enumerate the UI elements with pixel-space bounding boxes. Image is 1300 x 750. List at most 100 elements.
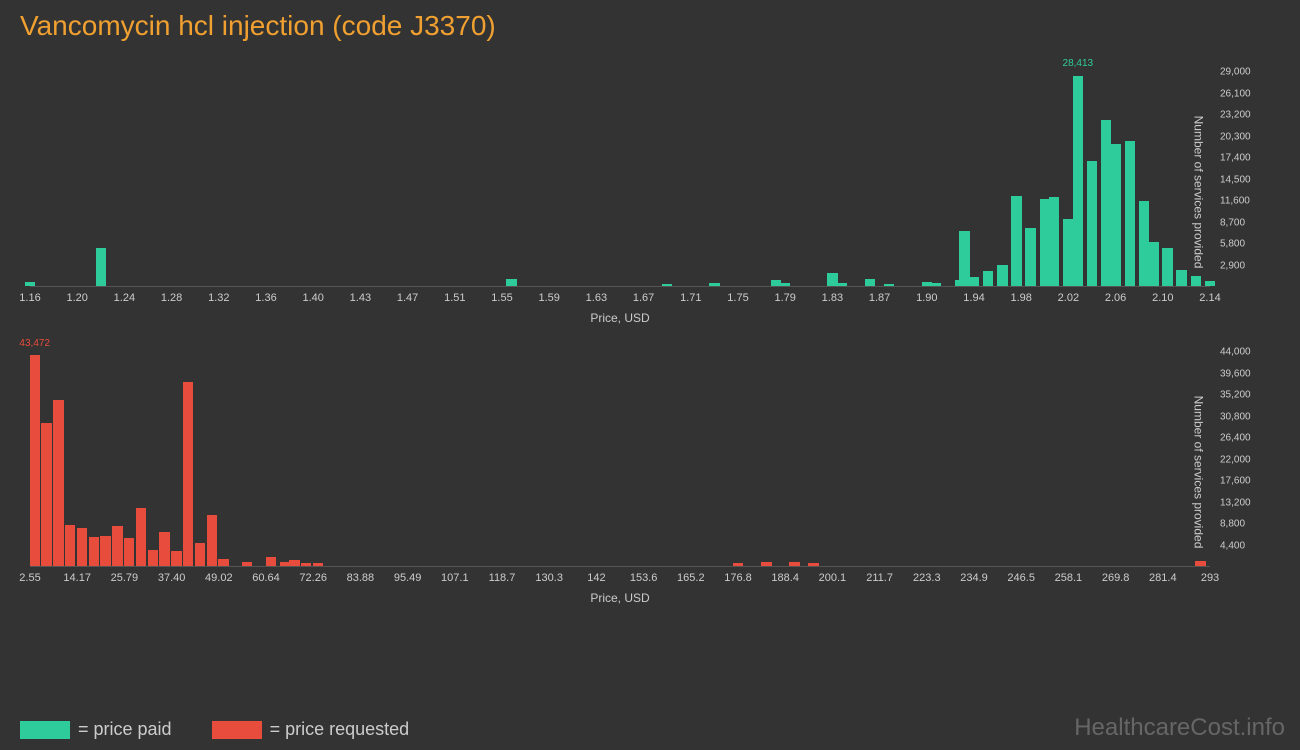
y-axis-label-1: Number of services provided (1192, 116, 1206, 269)
x-tick: 1.51 (444, 292, 465, 304)
x-tick: 1.67 (633, 292, 654, 304)
y-tick: 13,200 (1220, 497, 1251, 508)
histogram-bar (124, 538, 134, 566)
legend-label-paid: = price paid (78, 719, 172, 740)
x-tick: 281.4 (1149, 572, 1177, 584)
x-tick: 1.87 (869, 292, 890, 304)
x-axis-label-1: Price, USD (590, 311, 649, 325)
x-tick: 176.8 (724, 572, 752, 584)
histogram-bar (53, 400, 63, 566)
histogram-bar (1195, 561, 1205, 566)
histogram-bar (931, 283, 941, 286)
histogram-bar (808, 563, 818, 566)
histogram-bar (266, 557, 276, 566)
x-tick: 25.79 (111, 572, 139, 584)
chart-paid: 28,413 1.161.201.241.281.321.361.401.431… (20, 57, 1280, 327)
histogram-bar (289, 560, 299, 566)
x-tick: 1.32 (208, 292, 229, 304)
histogram-bar (1087, 161, 1097, 286)
histogram-bar (1176, 270, 1186, 286)
histogram-bar (195, 543, 205, 566)
histogram-bar (997, 265, 1007, 286)
y-tick: 29,000 (1220, 67, 1251, 78)
page-title: Vancomycin hcl injection (code J3370) (0, 0, 1300, 47)
x-tick: 142 (587, 572, 605, 584)
histogram-bar (207, 515, 217, 566)
histogram-bar (983, 271, 993, 286)
y-tick: 20,300 (1220, 131, 1251, 142)
x-tick: 2.02 (1058, 292, 1079, 304)
y-tick: 8,700 (1220, 217, 1245, 228)
x-tick: 1.20 (66, 292, 87, 304)
histogram-bar (89, 537, 99, 566)
x-tick: 1.63 (586, 292, 607, 304)
histogram-bar (96, 248, 106, 286)
x-tick: 188.4 (771, 572, 799, 584)
histogram-bar (884, 284, 894, 286)
x-tick: 1.43 (350, 292, 371, 304)
histogram-bar (1148, 242, 1158, 286)
histogram-bar (969, 277, 979, 286)
y-tick: 14,500 (1220, 174, 1251, 185)
x-tick: 83.88 (347, 572, 375, 584)
y-tick: 26,100 (1220, 88, 1251, 99)
x-tick: 60.64 (252, 572, 280, 584)
histogram-bar (100, 536, 110, 566)
x-tick: 118.7 (489, 572, 516, 584)
legend-swatch-paid (20, 721, 70, 739)
chart-requested: 43,472 2.5514.1725.7937.4049.0260.6472.2… (20, 337, 1280, 607)
x-tick: 1.47 (397, 292, 418, 304)
x-tick: 2.06 (1105, 292, 1126, 304)
y-tick: 26,400 (1220, 433, 1251, 444)
x-tick: 1.83 (822, 292, 843, 304)
histogram-bar (41, 423, 51, 566)
y-tick: 8,800 (1220, 519, 1245, 530)
x-tick: 95.49 (394, 572, 422, 584)
histogram-bar (136, 508, 146, 566)
y-tick: 4,400 (1220, 540, 1245, 551)
x-tick: 37.40 (158, 572, 186, 584)
histogram-bar (1191, 276, 1201, 286)
x-tick: 1.59 (538, 292, 559, 304)
x-tick: 49.02 (205, 572, 233, 584)
histogram-bar (733, 563, 743, 566)
x-tick: 269.8 (1102, 572, 1130, 584)
legend: = price paid = price requested (20, 719, 409, 740)
y-tick: 23,200 (1220, 110, 1251, 121)
y-tick: 17,600 (1220, 476, 1251, 487)
histogram-bar (30, 355, 40, 566)
y-tick: 2,900 (1220, 260, 1245, 271)
histogram-bar (148, 550, 158, 566)
x-tick: 200.1 (819, 572, 847, 584)
peak-value-label: 28,413 (1063, 58, 1094, 69)
histogram-bar (301, 563, 311, 566)
y-tick: 17,400 (1220, 153, 1251, 164)
y-tick: 22,000 (1220, 454, 1251, 465)
histogram-bar (218, 559, 228, 566)
x-tick: 72.26 (299, 572, 327, 584)
legend-item-requested: = price requested (212, 719, 410, 740)
legend-label-requested: = price requested (270, 719, 410, 740)
histogram-bar (1011, 196, 1021, 286)
x-tick: 107.1 (441, 572, 469, 584)
x-tick: 130.3 (535, 572, 563, 584)
histogram-bar (506, 279, 516, 286)
y-tick: 5,800 (1220, 239, 1245, 250)
histogram-bar (183, 382, 193, 566)
x-tick: 1.71 (680, 292, 701, 304)
histogram-bar (65, 525, 75, 566)
x-tick: 223.3 (913, 572, 941, 584)
histogram-bar (171, 551, 181, 566)
legend-swatch-requested (212, 721, 262, 739)
x-tick: 246.5 (1007, 572, 1035, 584)
x-tick: 2.14 (1199, 292, 1220, 304)
x-tick: 1.75 (727, 292, 748, 304)
x-axis-label-2: Price, USD (590, 591, 649, 605)
histogram-bar (25, 282, 35, 286)
x-tick: 1.16 (19, 292, 40, 304)
x-tick: 293 (1201, 572, 1219, 584)
histogram-bar (780, 283, 790, 286)
y-tick: 35,200 (1220, 390, 1251, 401)
y-axis-label-2: Number of services provided (1192, 396, 1206, 549)
histogram-bar (1110, 144, 1120, 286)
